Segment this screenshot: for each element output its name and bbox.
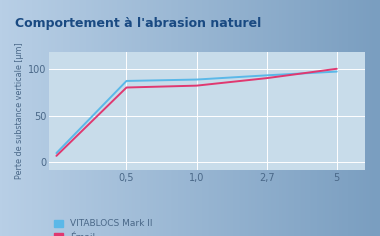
- Text: Comportement à l'abrasion naturel: Comportement à l'abrasion naturel: [15, 17, 261, 30]
- Y-axis label: Perte de substance verticale [µm]: Perte de substance verticale [µm]: [15, 42, 24, 179]
- Legend: VITABLOCS Mark II, Émail: VITABLOCS Mark II, Émail: [54, 219, 153, 236]
